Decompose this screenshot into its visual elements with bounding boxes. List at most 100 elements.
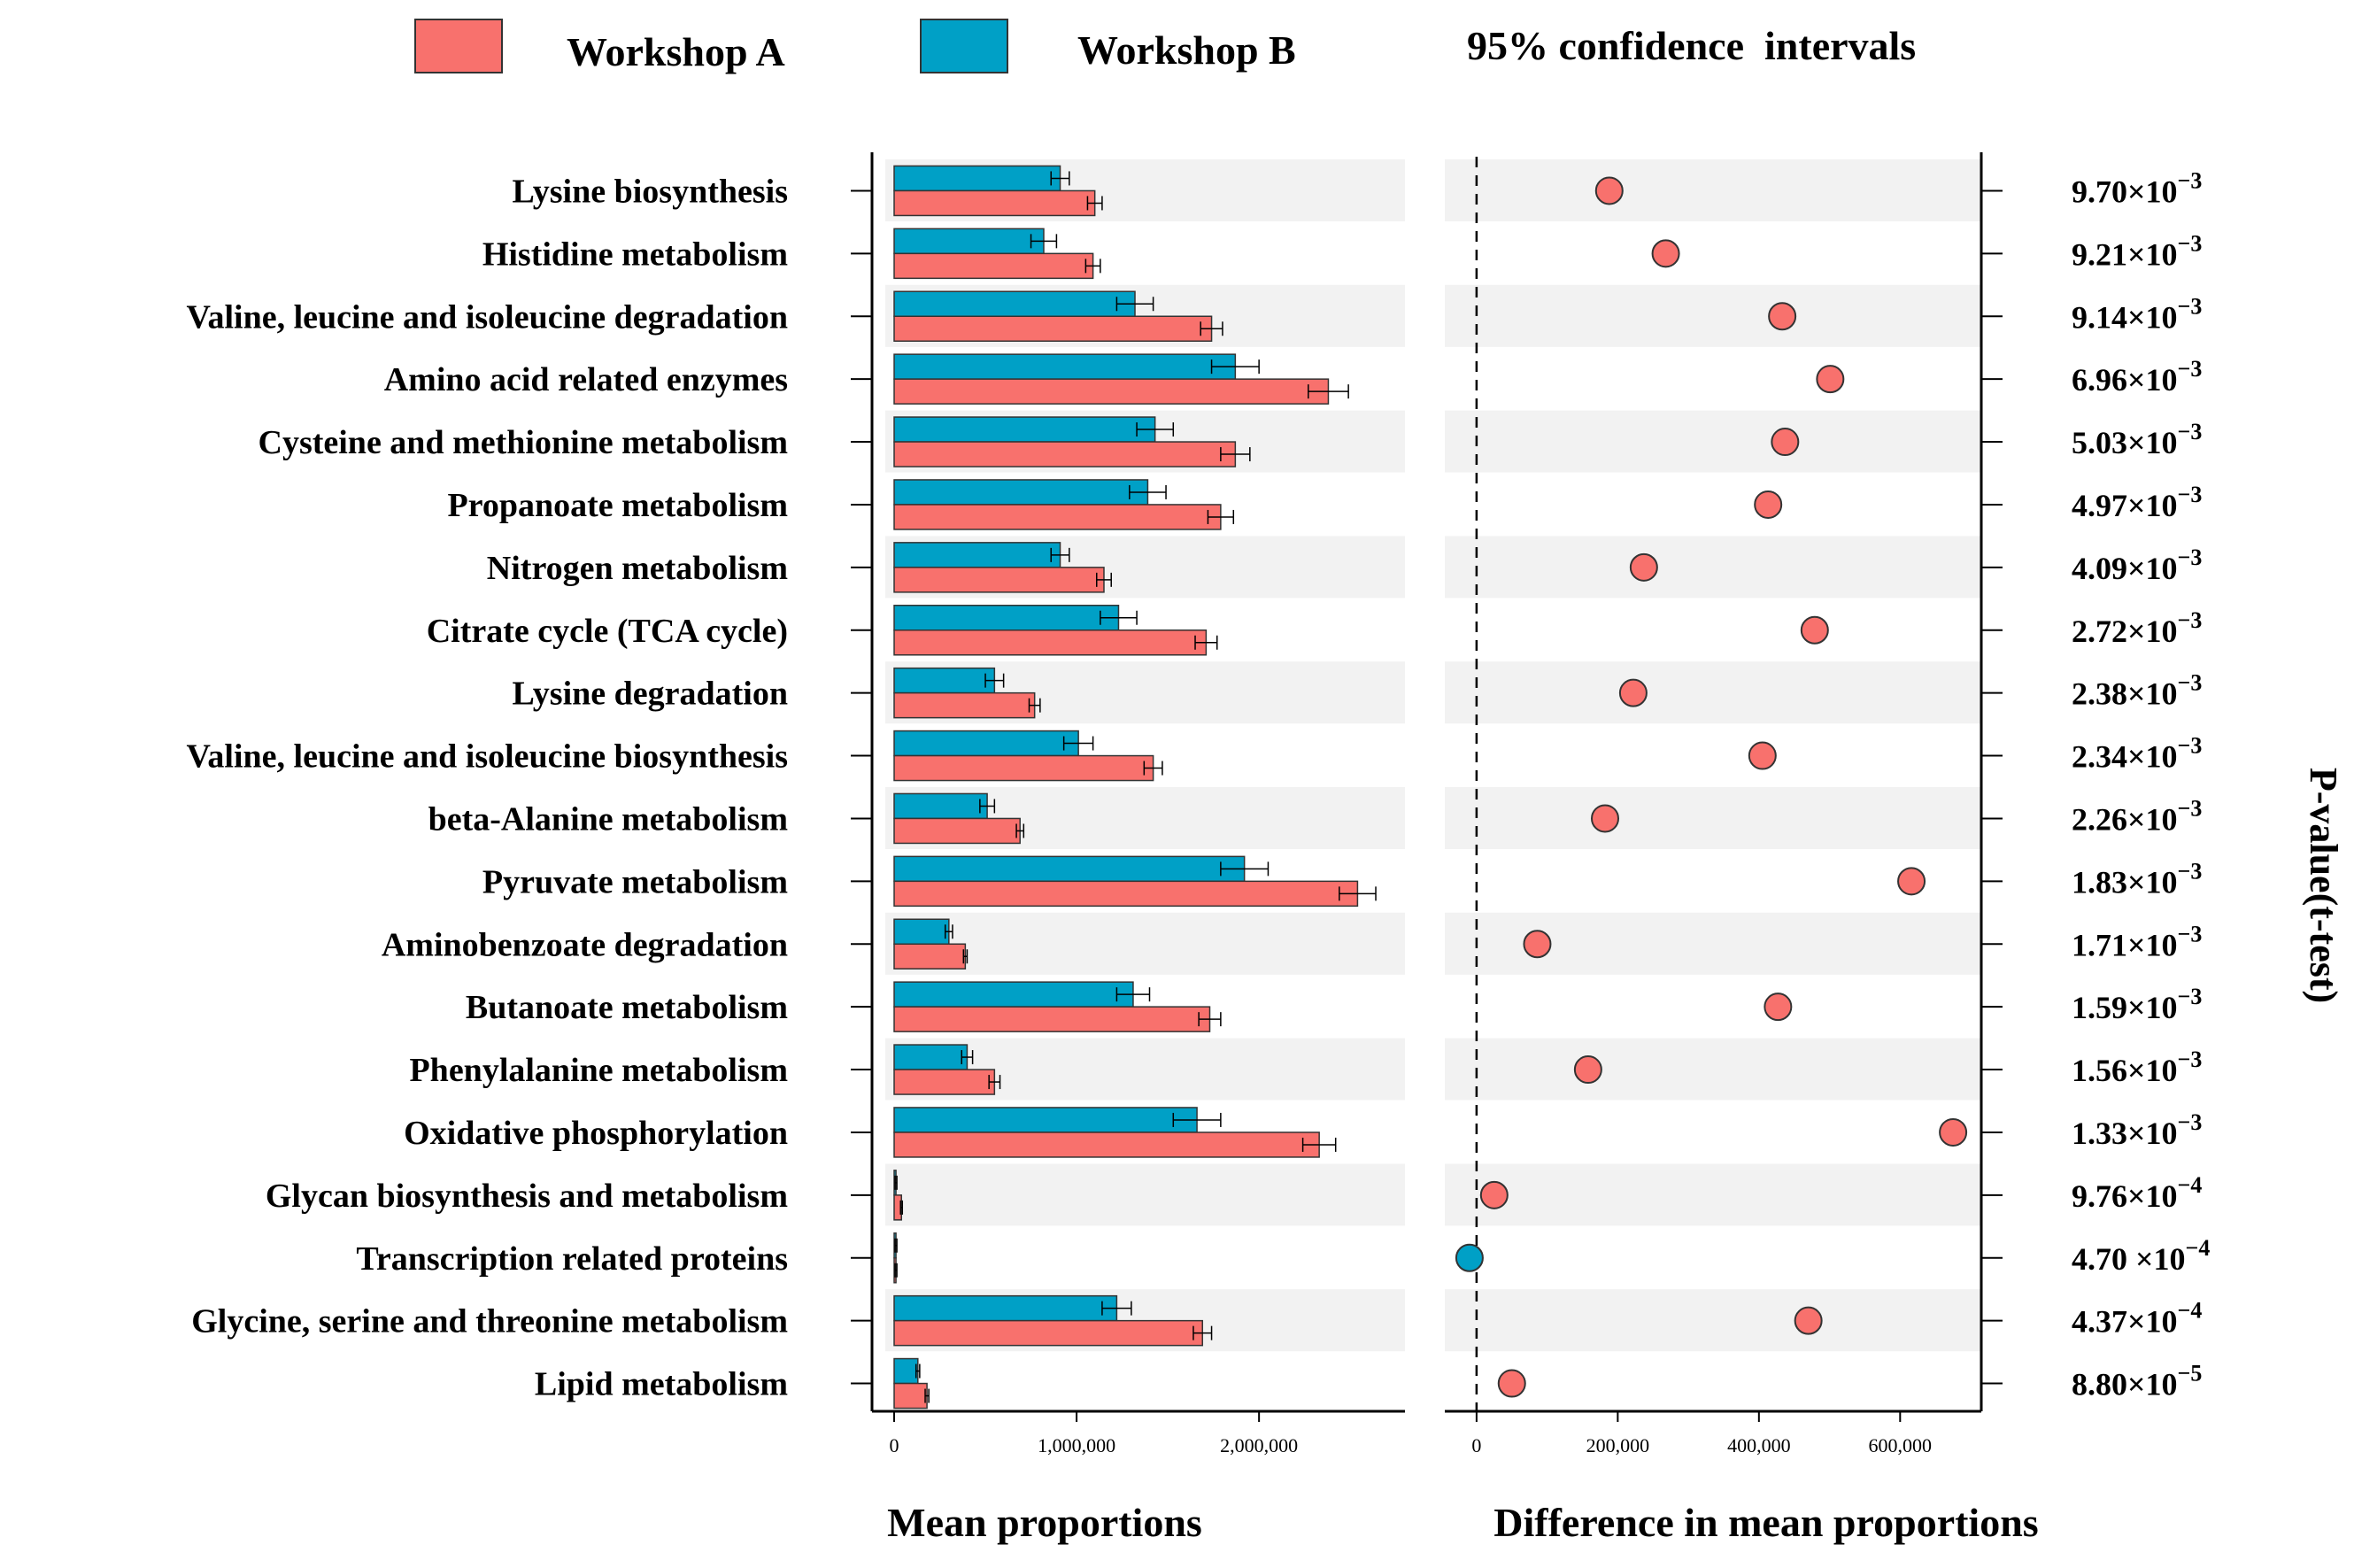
right-axis-title: Difference in mean proportions — [1493, 1500, 2038, 1545]
bar-workshop-a — [893, 504, 1222, 530]
p-value-mantissa: 1.33×10 — [2072, 1116, 2178, 1151]
difference-point — [1897, 867, 1926, 896]
p-value-exponent: −3 — [2178, 921, 2203, 946]
category-label: Histidine metabolism — [482, 236, 788, 273]
p-value-mantissa: 5.03×10 — [2072, 425, 2178, 460]
left-axis-title: Mean proportions — [887, 1500, 1202, 1545]
right-band — [1445, 1163, 1981, 1226]
p-value-mantissa: 9.70×10 — [2072, 174, 2178, 209]
p-value-label: 9.21×10−3 — [2072, 230, 2202, 272]
p-value-exponent: −4 — [2186, 1235, 2211, 1261]
p-value-label: 1.59×10−3 — [2072, 984, 2202, 1025]
p-value-mantissa: 4.37×10 — [2072, 1304, 2178, 1340]
difference-point — [1618, 678, 1648, 707]
p-value-labels: 9.70×10−39.21×10−39.14×10−36.96×10−35.03… — [2072, 167, 2210, 1402]
category-label: Citrate cycle (TCA cycle) — [427, 613, 788, 650]
p-value-exponent: −5 — [2178, 1361, 2203, 1386]
mean-proportions-panel: 0 1,000,000 2,000,000 — [851, 152, 1405, 1456]
bar-workshop-b — [893, 353, 1237, 380]
p-value-exponent: −3 — [2178, 607, 2203, 633]
p-value-mantissa: 4.97×10 — [2072, 488, 2178, 523]
p-value-label: 9.14×10−3 — [2072, 293, 2202, 335]
bar-workshop-b — [893, 290, 1136, 317]
difference-point — [1748, 741, 1777, 770]
legend: Workshop A Workshop B 95% confidence int… — [414, 19, 1916, 74]
left-band — [885, 912, 1405, 975]
p-value-exponent: −3 — [2178, 419, 2203, 444]
bar-workshop-b — [893, 792, 988, 820]
category-labels: Lysine biosynthesis Histidine metabolism V… — [186, 173, 788, 1402]
p-value-axis-title: P-value(t-test) — [2302, 768, 2345, 1003]
p-value-label: 1.56×10−3 — [2072, 1047, 2202, 1088]
right-band — [1445, 661, 1981, 724]
p-value-exponent: −4 — [2178, 1298, 2203, 1324]
bar-workshop-b — [893, 981, 1134, 1008]
bar-workshop-a — [893, 567, 1105, 593]
p-value-mantissa: 4.09×10 — [2072, 551, 2178, 586]
bar-workshop-b — [893, 1107, 1198, 1133]
p-value-mantissa: 1.71×10 — [2072, 927, 2178, 962]
legend-label-workshop-b: Workshop B — [1077, 27, 1296, 73]
legend-label-workshop-a: Workshop A — [567, 29, 785, 74]
difference-point — [1455, 1243, 1484, 1272]
p-value-mantissa: 1.56×10 — [2072, 1053, 2178, 1088]
p-value-exponent: −3 — [2178, 356, 2203, 382]
bar-workshop-a — [893, 315, 1213, 342]
bar-workshop-b — [893, 1044, 969, 1070]
category-label: Glycan biosynthesis and metabolism — [266, 1178, 788, 1215]
difference-point — [1816, 365, 1845, 394]
category-label: Cysteine and methionine metabolism — [259, 424, 789, 461]
bar-workshop-a — [893, 1132, 1320, 1158]
p-value-mantissa: 9.76×10 — [2072, 1178, 2178, 1214]
p-value-mantissa: 9.14×10 — [2072, 299, 2178, 335]
right-band — [1445, 410, 1981, 473]
category-label: Valine, leucine and isoleucine biosynthe… — [186, 738, 788, 776]
category-label: Transcription related proteins — [356, 1240, 788, 1278]
bar-workshop-a — [893, 1382, 928, 1410]
p-value-label: 2.26×10−3 — [2072, 795, 2202, 837]
p-value-label: 2.72×10−3 — [2072, 607, 2202, 649]
p-value-exponent: −3 — [2178, 733, 2203, 759]
right-x-tick-label: 400,000 — [1727, 1434, 1791, 1456]
p-value-mantissa: 4.70 ×10 — [2072, 1241, 2186, 1277]
bar-workshop-b — [893, 416, 1156, 443]
difference-point — [1771, 428, 1800, 457]
p-value-label: 6.96×10−3 — [2072, 356, 2202, 398]
bar-workshop-a — [893, 1006, 1211, 1032]
difference-point — [1523, 930, 1552, 959]
bar-workshop-b — [893, 1357, 919, 1385]
p-value-label: 4.09×10−3 — [2072, 545, 2202, 586]
p-value-label: 8.80×10−5 — [2072, 1361, 2202, 1402]
category-label: Lysine degradation — [513, 676, 788, 713]
category-label: Phenylalanine metabolism — [409, 1052, 788, 1089]
p-value-label: 1.83×10−3 — [2072, 858, 2202, 900]
left-x-tick-label: 2,000,000 — [1220, 1434, 1298, 1456]
bar-workshop-b — [893, 730, 1079, 757]
bar-workshop-a — [893, 754, 1154, 782]
right-band — [1445, 1289, 1981, 1352]
difference-point — [1479, 1180, 1509, 1209]
p-value-exponent: −3 — [2178, 230, 2203, 256]
difference-point — [1800, 615, 1829, 645]
bar-workshop-a — [893, 630, 1208, 656]
p-value-exponent: −3 — [2178, 670, 2203, 696]
bar-workshop-a — [893, 441, 1237, 467]
category-label: Valine, leucine and isoleucine degradati… — [187, 298, 789, 336]
legend-label-ci: 95% confidence intervals — [1467, 23, 1916, 68]
p-value-exponent: −3 — [2178, 1047, 2203, 1072]
p-value-mantissa: 2.34×10 — [2072, 739, 2178, 775]
difference-point — [1629, 552, 1658, 582]
difference-point — [1794, 1306, 1823, 1335]
bar-workshop-a — [893, 943, 967, 969]
left-x-tick-label: 1,000,000 — [1038, 1434, 1115, 1456]
p-value-label: 2.34×10−3 — [2072, 733, 2202, 775]
p-value-mantissa: 8.80×10 — [2072, 1367, 2178, 1402]
p-value-label: 4.37×10−4 — [2072, 1298, 2202, 1340]
p-value-exponent: −3 — [2178, 167, 2203, 193]
legend-swatch-workshop-a — [414, 19, 503, 73]
difference-point — [1651, 239, 1680, 268]
bar-workshop-a — [893, 189, 1096, 217]
difference-panel: 0 200,000 400,000 600,000 — [1445, 152, 2003, 1456]
p-value-label: 9.76×10−4 — [2072, 1172, 2202, 1214]
bar-workshop-b — [893, 165, 1061, 192]
